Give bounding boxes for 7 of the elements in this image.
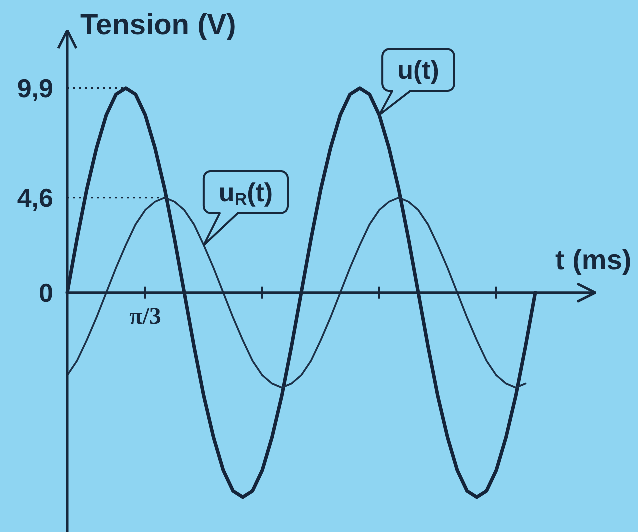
x-axis-title: t (ms) [556, 244, 632, 276]
series-label: u(t) [398, 55, 440, 86]
y-tick-label: 0 [39, 278, 54, 308]
y-tick-label: 9,9 [17, 73, 54, 104]
annotation: π/3 [130, 304, 162, 330]
y-tick-label: 4,6 [17, 182, 54, 213]
y-axis-title: Tension (V) [80, 10, 236, 42]
